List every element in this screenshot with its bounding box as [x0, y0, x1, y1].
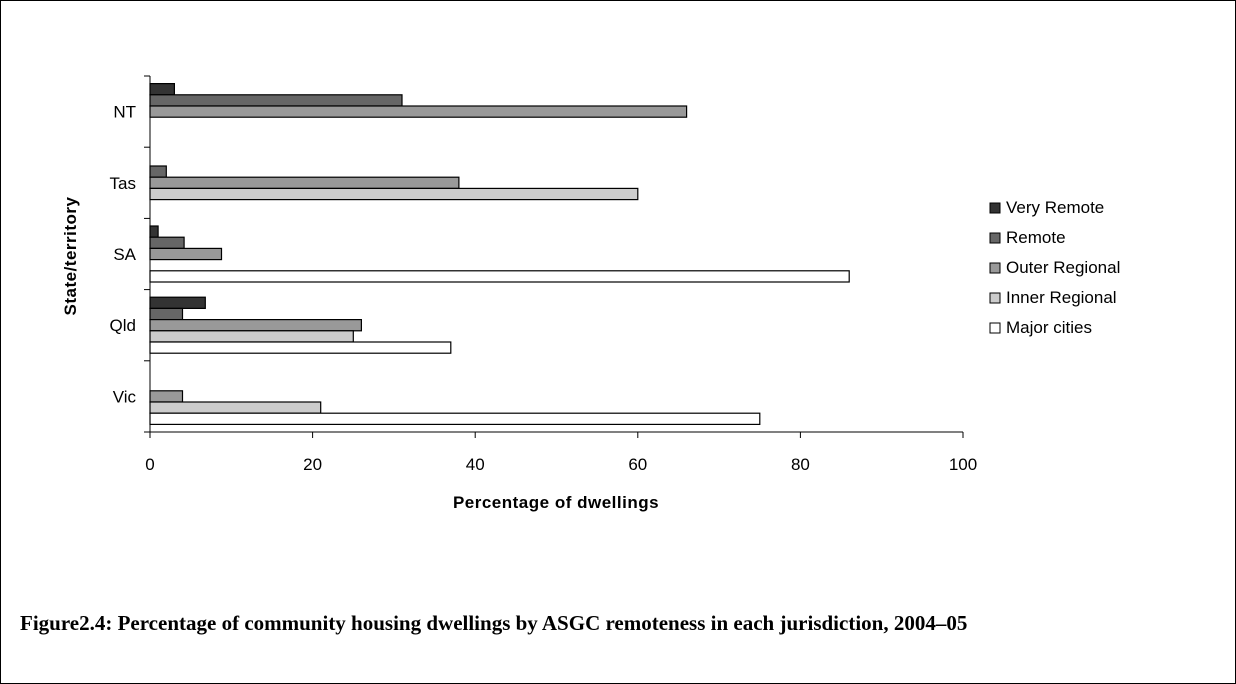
bar-chart: Vic Qld SA Tas NT 0 20 40 60 80 100 Percentage of … [61, 75, 1120, 512]
y-tick-label-nt: NT [113, 103, 136, 122]
x-tick-label-0: 0 [145, 455, 154, 474]
bar-sa-outer-regional [149, 247, 223, 261]
bars-group [149, 82, 850, 426]
y-tick-label-sa: SA [113, 245, 136, 264]
bar-sa-major-cities [149, 270, 850, 283]
legend-label-inner-regional: Inner Regional [1006, 288, 1117, 307]
legend-label-very-remote: Very Remote [1006, 198, 1104, 217]
axes-group: Vic Qld SA Tas NT 0 20 40 60 80 100 [110, 75, 977, 474]
legend-swatch-very-remote [989, 202, 1001, 214]
x-tick-label-80: 80 [791, 455, 810, 474]
x-axis-title: Percentage of dwellings [453, 493, 659, 512]
bar-qld-major-cities [149, 341, 452, 354]
bar-nt-outer-regional [149, 105, 688, 118]
y-tick-label-qld: Qld [110, 316, 136, 335]
bar-qld-very-remote [149, 296, 206, 310]
bar-nt-very-remote [149, 82, 175, 96]
legend-swatch-major-cities [989, 322, 1001, 334]
bar-vic-outer-regional [149, 390, 184, 403]
legend-label-major-cities: Major cities [1006, 318, 1092, 337]
bar-sa-remote [149, 236, 185, 249]
legend: Very Remote Remote Outer Regional Inner Reg… [989, 198, 1120, 337]
x-tick-label-20: 20 [303, 455, 322, 474]
y-axis-title: State/territory [61, 196, 80, 315]
legend-label-remote: Remote [1006, 228, 1066, 247]
x-tick-label-100: 100 [949, 455, 977, 474]
bar-nt-remote [149, 94, 403, 107]
legend-label-outer-regional: Outer Regional [1006, 258, 1120, 277]
bar-qld-remote [149, 307, 184, 321]
bar-qld-inner-regional [149, 330, 354, 343]
y-tick-label-tas: Tas [110, 174, 136, 193]
bar-vic-inner-regional [149, 401, 322, 414]
bar-tas-outer-regional [149, 176, 460, 189]
x-tick-label-60: 60 [628, 455, 647, 474]
bar-tas-remote [149, 165, 167, 178]
y-tick-label-vic: Vic [113, 387, 137, 406]
bar-qld-outer-regional [149, 319, 362, 332]
legend-swatch-inner-regional [989, 292, 1001, 304]
figure-caption: Figure2.4: Percentage of community housi… [20, 611, 968, 635]
bar-tas-inner-regional [149, 187, 639, 201]
bar-sa-very-remote [149, 225, 159, 238]
legend-swatch-outer-regional [989, 262, 1001, 274]
bar-vic-major-cities [149, 412, 761, 426]
legend-swatch-remote [989, 232, 1001, 244]
x-tick-label-40: 40 [466, 455, 485, 474]
